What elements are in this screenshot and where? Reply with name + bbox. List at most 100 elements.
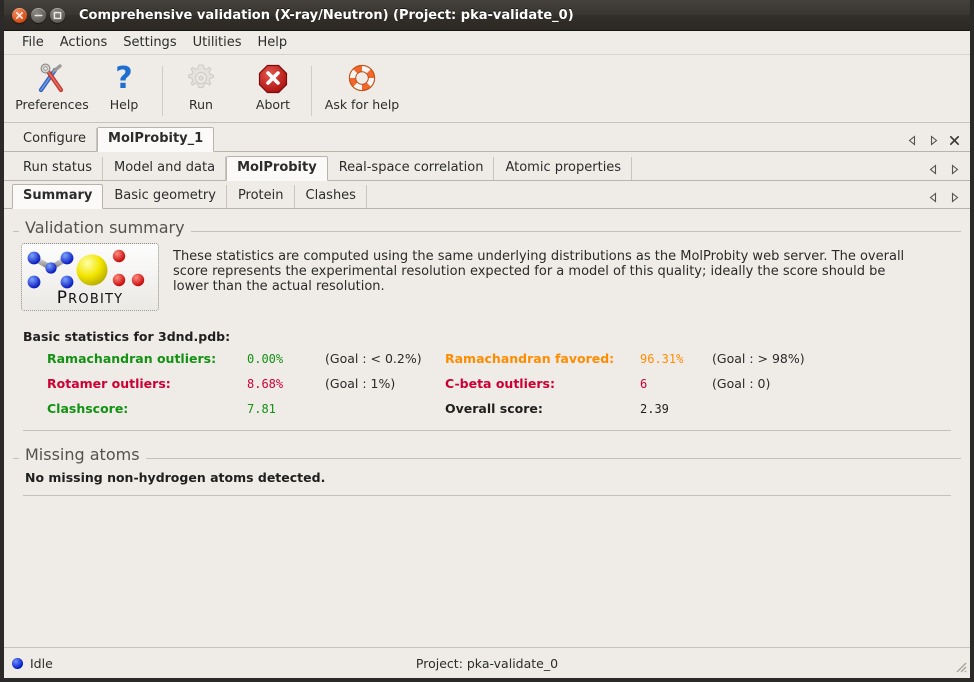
status-state: Idle: [4, 656, 53, 671]
stat-label-clashscore: Clashscore:: [47, 401, 129, 416]
tab-scroll-left-icon[interactable]: [928, 164, 939, 175]
tab-molprobity[interactable]: MolProbity: [226, 155, 328, 181]
ask-for-help-label: Ask for help: [324, 97, 400, 112]
missing-atoms-bottom-rule: [23, 495, 951, 496]
panel-rule: [190, 230, 961, 232]
molprobity-logo: PROBITY: [21, 243, 159, 311]
tab-configure[interactable]: Configure: [12, 127, 98, 151]
resize-grip-icon[interactable]: [953, 659, 967, 676]
title-bar: Comprehensive validation (X-ray/Neutron)…: [4, 0, 970, 31]
lifebuoy-icon: [346, 61, 378, 95]
menu-utilities[interactable]: Utilities: [192, 35, 242, 50]
stat-goal-ramachandran-outliers: (Goal : < 0.2%): [325, 351, 422, 366]
toolbar-separator-2: [311, 65, 312, 116]
status-project: Project: pka-validate_0: [4, 656, 970, 671]
validation-summary-body: PROBITY These statistics are computed us…: [13, 237, 961, 431]
stat-value-c-beta-outliers: 6: [640, 377, 648, 391]
validation-summary-bottom-rule: [23, 430, 951, 431]
stat-value-clashscore: 7.81: [247, 402, 276, 416]
tab-close-icon[interactable]: [949, 135, 960, 146]
stat-goal-ramachandran-favored: (Goal : > 98%): [712, 351, 805, 366]
tab-model-and-data[interactable]: Model and data: [103, 156, 227, 180]
tab-scroll-right-icon[interactable]: [949, 164, 960, 175]
preferences-label: Preferences: [15, 97, 89, 112]
maximize-icon[interactable]: [50, 7, 65, 23]
status-state-label: Idle: [30, 655, 53, 671]
tab-clashes[interactable]: Clashes: [295, 184, 367, 208]
missing-atoms-panel: Missing atoms No missing non-hydrogen at…: [13, 443, 961, 502]
panel-left-edge: [13, 457, 19, 459]
preferences-button[interactable]: Preferences: [15, 59, 89, 112]
tab-run-status[interactable]: Run status: [12, 156, 104, 180]
tab-scroll-right-icon[interactable]: [928, 135, 939, 146]
status-indicator-icon: [12, 657, 23, 669]
stat-goal-rotamer-outliers: (Goal : 1%): [325, 376, 396, 391]
panel-left-edge: [13, 230, 19, 232]
menu-actions[interactable]: Actions: [59, 35, 108, 50]
missing-atoms-title: Missing atoms: [25, 445, 140, 464]
help-label: Help: [109, 97, 139, 112]
stat-value-rotamer-outliers: 8.68%: [247, 377, 284, 391]
tab-scroll-right-icon[interactable]: [949, 192, 960, 203]
stop-x-icon: [257, 61, 289, 95]
validation-summary-title: Validation summary: [25, 218, 185, 237]
tab-bar-secondary-nav: [928, 164, 970, 180]
toolbar-separator: [162, 65, 163, 116]
help-button[interactable]: ? Help: [88, 59, 160, 112]
stat-label-overall-score: Overall score:: [445, 401, 543, 416]
gear-icon: [185, 61, 217, 95]
tab-scroll-left-icon[interactable]: [907, 135, 918, 146]
svg-text:?: ?: [115, 62, 132, 94]
tab-real-space-correlation[interactable]: Real-space correlation: [328, 156, 495, 180]
stats-heading: Basic statistics for 3dnd.pdb:: [23, 329, 231, 344]
question-mark-icon: ?: [109, 61, 139, 95]
tab-basic-geometry[interactable]: Basic geometry: [103, 184, 227, 208]
tab-scroll-left-icon[interactable]: [928, 192, 939, 203]
svg-text:PROBITY: PROBITY: [57, 288, 124, 308]
content-area: Validation summary: [4, 209, 970, 647]
menu-settings[interactable]: Settings: [123, 35, 177, 50]
validation-summary-header: Validation summary: [13, 216, 961, 237]
tab-bar-tertiary-nav: [928, 192, 970, 208]
stat-value-overall-score: 2.39: [640, 402, 669, 416]
validation-summary-panel: Validation summary: [13, 216, 961, 437]
menu-bar: File Actions Settings Utilities Help: [4, 31, 970, 55]
run-button[interactable]: Run: [165, 59, 237, 112]
abort-label: Abort: [255, 97, 291, 112]
stat-goal-c-beta-outliers: (Goal : 0): [712, 376, 771, 391]
status-project-label: Project: pka-validate_0: [415, 655, 559, 671]
window-title: Comprehensive validation (X-ray/Neutron)…: [79, 7, 574, 23]
missing-atoms-message: No missing non-hydrogen atoms detected.: [25, 470, 326, 485]
panel-rule: [145, 457, 961, 459]
summary-top-row: PROBITY These statistics are computed us…: [21, 243, 953, 311]
status-bar: Idle Project: pka-validate_0: [4, 647, 970, 678]
statistics-grid: Ramachandran outliers: 0.00% (Goal : < 0…: [47, 351, 953, 416]
toolbar: Preferences ? Help Run: [4, 55, 970, 123]
minimize-icon[interactable]: [31, 7, 46, 23]
tab-summary[interactable]: Summary: [12, 183, 104, 209]
run-label: Run: [189, 97, 213, 112]
tab-bar-tertiary: Summary Basic geometry Protein Clashes: [4, 181, 970, 209]
stat-value-ramachandran-outliers: 0.00%: [247, 352, 284, 366]
missing-atoms-body: No missing non-hydrogen atoms detected.: [13, 464, 961, 496]
stat-label-c-beta-outliers: C-beta outliers:: [445, 376, 555, 391]
tab-protein[interactable]: Protein: [227, 184, 295, 208]
stat-label-ramachandran-outliers: Ramachandran outliers:: [47, 351, 217, 366]
tab-bar-primary: Configure MolProbity_1: [4, 123, 970, 152]
tab-bar-primary-nav: [907, 135, 970, 151]
tab-bar-secondary: Run status Model and data MolProbity Rea…: [4, 152, 970, 181]
tab-atomic-properties[interactable]: Atomic properties: [494, 156, 633, 180]
stat-label-rotamer-outliers: Rotamer outliers:: [47, 376, 171, 391]
summary-description: These statistics are computed using the …: [173, 249, 905, 294]
menu-help[interactable]: Help: [257, 35, 288, 50]
abort-button[interactable]: Abort: [237, 59, 309, 112]
menu-file[interactable]: File: [22, 35, 44, 50]
ask-for-help-button[interactable]: Ask for help: [314, 59, 410, 112]
missing-atoms-header: Missing atoms: [13, 443, 961, 464]
stat-label-ramachandran-favored: Ramachandran favored:: [445, 351, 615, 366]
close-icon[interactable]: [12, 7, 27, 23]
tab-molprobity-1[interactable]: MolProbity_1: [97, 126, 215, 152]
stat-value-ramachandran-favored: 96.31%: [640, 352, 684, 366]
tools-icon: [35, 61, 69, 95]
